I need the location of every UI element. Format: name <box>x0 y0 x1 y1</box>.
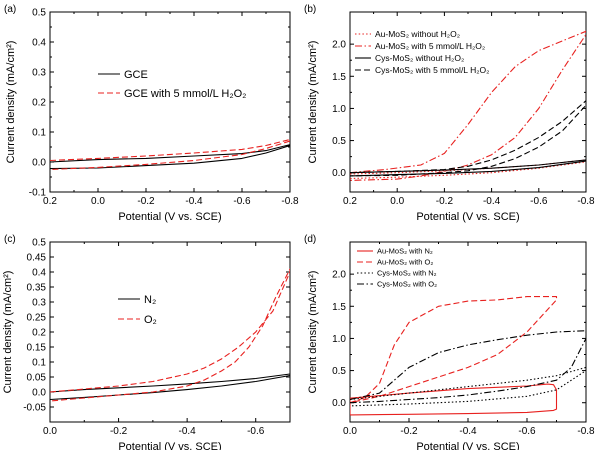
panel-a-xlabel: Potential (V vs. SCE) <box>118 211 221 223</box>
panel-b-ytick-label: 0.0 <box>332 168 346 179</box>
panel-b-legend-entry: Au-MoS₂ with 5 mmol/L H₂O₂ <box>375 41 485 51</box>
panel-d-xtick-label: -0.2 <box>400 426 418 437</box>
panel-b-series-cys-mos-without-h-o <box>350 159 586 177</box>
panel-b-xtick-label: 0.2 <box>343 196 357 207</box>
panel-b-ytick-label: 1.0 <box>332 104 346 115</box>
panel-b-series-au-mos-without-h-o <box>350 159 586 180</box>
panel-d-ytick-label: 0.0 <box>332 398 346 409</box>
panel-c-ytick-label: 0.3 <box>32 298 46 309</box>
panel-c-ytick-label: 0.1 <box>32 358 46 369</box>
panel-a-frame <box>49 11 291 193</box>
panel-b-xtick-label: -0.4 <box>483 196 501 207</box>
panel-c-ytick-label: 0.25 <box>27 313 47 324</box>
panel-a-ytick-label: 0.5 <box>32 8 46 19</box>
panel-a-legend-entry: GCE with 5 mmol/L H₂O₂ <box>124 88 246 100</box>
panel-c-legend: N₂ O₂ <box>118 294 157 326</box>
panel-b-xtick-label: 0.0 <box>390 196 404 207</box>
panel-d-xlabel: Potential (V vs. SCE) <box>416 441 519 450</box>
panel-c-ytick-label: 0.05 <box>27 373 47 384</box>
panel-b-label: (b) <box>304 4 316 15</box>
panel-b-legend-entry: Cys-MoS₂ with 5 mmol/L H₂O₂ <box>375 65 489 75</box>
panel-d-xtick-label: -0.4 <box>459 426 477 437</box>
panel-d-ytick-label: 1.0 <box>332 334 346 345</box>
panel-c-ytick-label: 0.15 <box>27 343 47 354</box>
panel-b-legend-entry: Au-MoS₂ without H₂O₂ <box>375 29 460 39</box>
panel-d-label: (d) <box>304 234 316 245</box>
panel-c-xtick-label: -0.4 <box>179 426 197 437</box>
panel-c-xlabel: Potential (V vs. SCE) <box>118 441 221 450</box>
panel-d-series-au-mos-with-o <box>350 296 558 404</box>
panel-b-ylabel: Current density (mA/cm²) <box>307 41 319 164</box>
panel-a-ytick-label: 0.1 <box>32 128 46 139</box>
panel-a-ytick-label: 0.0 <box>32 158 46 169</box>
panel-d-legend: Au-MoS₂ with N₂ Au-MoS₂ with O₂ Cys-MoS₂ w… <box>357 247 437 289</box>
panel-b-xtick-label: -0.6 <box>530 196 548 207</box>
panel-c-ytick-label: 0.5 <box>32 238 46 249</box>
panel-d-legend-entry: Cys-MoS₂ with O₂ <box>377 280 437 289</box>
panel-d-ylabel: Current density (mA/cm²) <box>307 271 319 394</box>
panel-a-ytick-label: 0.3 <box>32 68 46 79</box>
panel-a-ytick-label: -0.1 <box>29 188 47 199</box>
panel-d-series-cys-mos-with-n <box>350 366 586 407</box>
panel-d-ytick-label: 0.5 <box>332 366 346 377</box>
panel-c: (c) 0.0 -0.2 -0.4 -0.6 -0.05 0.0 0.05 0.1 0.15 0.2… <box>2 234 291 450</box>
panel-b-ytick-label: 1.5 <box>332 72 346 83</box>
panel-a-xtick-label: 0.0 <box>91 196 105 207</box>
panel-b-legend-entry: Cys-MoS₂ without H₂O₂ <box>375 53 464 63</box>
panel-a-xtick-label: -0.8 <box>281 196 299 207</box>
panel-b-xtick-label: -0.8 <box>577 196 595 207</box>
panel-b: (b) 0.2 0.0 -0.2 -0.4 -0.6 -0.8 0.0 0.5 1.0 1.5 2.0… <box>304 4 595 223</box>
panel-b-ytick-label: 0.5 <box>332 136 346 147</box>
panel-d-legend-entry: Au-MoS₂ with N₂ <box>377 247 433 256</box>
panel-c-ytick-label: 0.2 <box>32 328 46 339</box>
panel-a-legend-entry: GCE <box>124 69 148 81</box>
panel-a-series-gce <box>50 144 290 170</box>
panel-b-legend: Au-MoS₂ without H₂O₂ Au-MoS₂ with 5 mmol/… <box>355 29 489 75</box>
panel-c-ytick-label: 0.35 <box>27 283 47 294</box>
panel-d-xtick-label: 0.0 <box>343 426 357 437</box>
panel-c-legend-entry: N₂ <box>144 294 156 306</box>
panel-a-xtick-label: 0.2 <box>43 196 57 207</box>
panel-b-xtick-label: -0.2 <box>436 196 454 207</box>
panel-d-xtick-label: -0.8 <box>577 426 595 437</box>
panel-a-ytick-label: 0.4 <box>32 38 46 49</box>
panel-a-ylabel: Current density (mA/cm²) <box>5 41 17 164</box>
panel-a-xtick-label: -0.6 <box>233 196 251 207</box>
panel-c-xtick-label: -0.2 <box>110 426 128 437</box>
panel-b-frame <box>349 11 587 193</box>
panel-a-legend: GCE GCE with 5 mmol/L H₂O₂ <box>98 69 246 100</box>
panel-b-series-cys-mos-with-5-mmol-l-h-o <box>350 100 586 177</box>
panel-c-ytick-label: -0.05 <box>23 403 46 414</box>
panel-d-legend-entry: Au-MoS₂ with O₂ <box>377 258 433 267</box>
panel-b-xlabel: Potential (V vs. SCE) <box>416 211 519 223</box>
panel-c-ylabel: Current density (mA/cm²) <box>2 271 14 394</box>
panel-c-series-o <box>50 268 290 402</box>
panel-d-series-au-mos-with-n <box>350 383 558 416</box>
panel-c-ytick-label: 0.45 <box>27 253 47 264</box>
panel-d-legend-entry: Cys-MoS₂ with N₂ <box>377 269 437 278</box>
panel-c-xtick-label: -0.6 <box>247 426 265 437</box>
panel-c-ytick-label: 0.4 <box>32 268 46 279</box>
panel-d-series-cys-mos-with-o <box>350 330 586 404</box>
panel-a: (a) 0.2 0.0 -0.2 -0.4 -0.6 -0.8 -0.1 0.0 0.1 0.2 0.… <box>4 4 299 223</box>
panel-d: (d) 0.0 -0.2 -0.4 -0.6 -0.8 0.0 0.5 1.0 1.5 2.0 Pot… <box>304 234 595 450</box>
panel-d-xtick-label: -0.6 <box>518 426 536 437</box>
panel-c-legend-entry: O₂ <box>144 314 157 326</box>
panel-c-xtick-label: 0.0 <box>43 426 57 437</box>
panel-a-ytick-label: 0.2 <box>32 98 46 109</box>
panel-a-label: (a) <box>4 4 16 15</box>
panel-a-xtick-label: -0.4 <box>185 196 203 207</box>
panel-c-ytick-label: 0.0 <box>32 388 46 399</box>
panel-c-frame <box>49 241 291 423</box>
panel-d-ytick-label: 1.5 <box>332 302 346 313</box>
panel-d-ytick-label: 2.0 <box>332 270 346 281</box>
panel-b-ytick-label: 2.0 <box>332 40 346 51</box>
panel-a-series-gce-with-5-mmol-l-h-o <box>50 138 290 171</box>
panel-a-xtick-label: -0.2 <box>137 196 155 207</box>
panel-c-label: (c) <box>4 234 16 245</box>
